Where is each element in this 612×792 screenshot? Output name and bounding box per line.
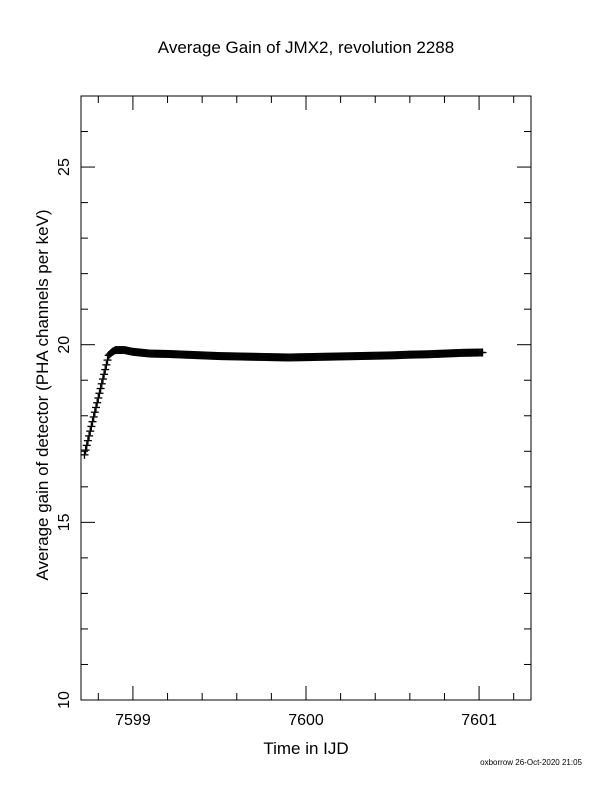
data-point bbox=[80, 450, 89, 459]
data-point bbox=[87, 422, 96, 431]
y-tick-label: 15 bbox=[56, 513, 73, 531]
x-axis-label: Time in IJD bbox=[263, 739, 348, 758]
data-point bbox=[101, 365, 110, 374]
data-point bbox=[98, 375, 107, 384]
x-tick-label: 7599 bbox=[115, 712, 151, 729]
x-tick-label: 7600 bbox=[288, 712, 324, 729]
plot-frame bbox=[80, 95, 532, 701]
data-point bbox=[103, 356, 112, 365]
x-tick-label: 7601 bbox=[461, 712, 497, 729]
y-tick-label: 25 bbox=[56, 158, 73, 176]
data-point bbox=[96, 384, 105, 393]
data-point bbox=[85, 431, 94, 440]
data-point bbox=[97, 379, 106, 388]
data-point bbox=[81, 446, 90, 455]
data-point bbox=[102, 360, 111, 369]
data-point bbox=[92, 403, 100, 412]
data-point bbox=[86, 427, 95, 436]
tick-labels: 10 15 20 25 7599 7600 7601 bbox=[56, 158, 497, 729]
data-point bbox=[93, 398, 102, 407]
data-point bbox=[83, 436, 92, 445]
chart-title: Average Gain of JMX2, revolution 2288 bbox=[158, 38, 454, 57]
data-point bbox=[90, 408, 99, 417]
y-tick-label: 10 bbox=[56, 691, 73, 709]
credit-text: oxborrow 26-Oct-2020 21:05 bbox=[480, 758, 582, 767]
axis-ticks bbox=[81, 95, 531, 701]
data-point bbox=[82, 441, 91, 450]
data-point bbox=[89, 412, 98, 421]
data-point bbox=[100, 370, 109, 379]
data-point bbox=[478, 348, 487, 357]
y-axis-label: Average gain of detector (PHA channels p… bbox=[33, 209, 52, 580]
y-tick-label: 20 bbox=[56, 336, 73, 354]
data-point bbox=[88, 417, 97, 426]
data-point bbox=[95, 389, 104, 398]
data-points bbox=[80, 346, 487, 459]
data-point bbox=[94, 394, 103, 402]
